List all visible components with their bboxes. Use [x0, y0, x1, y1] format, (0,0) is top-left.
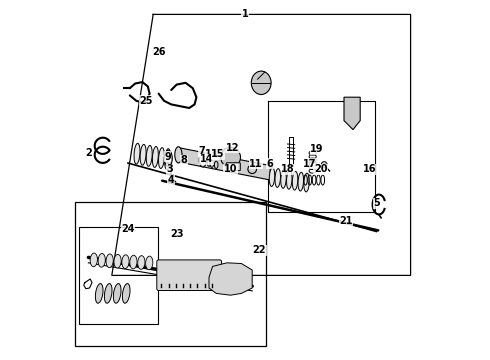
Text: 24: 24 — [121, 224, 135, 234]
Circle shape — [248, 165, 257, 174]
Ellipse shape — [114, 255, 121, 268]
Ellipse shape — [215, 161, 218, 168]
Text: 9: 9 — [164, 152, 171, 162]
Polygon shape — [209, 263, 252, 295]
Ellipse shape — [293, 171, 298, 190]
Text: 12: 12 — [226, 143, 239, 153]
Ellipse shape — [199, 153, 206, 167]
Ellipse shape — [147, 145, 152, 166]
Ellipse shape — [207, 159, 211, 166]
Ellipse shape — [146, 256, 153, 270]
Text: 19: 19 — [310, 144, 324, 154]
Ellipse shape — [251, 71, 271, 94]
Ellipse shape — [122, 255, 129, 269]
Text: 7: 7 — [198, 146, 205, 156]
Ellipse shape — [270, 168, 275, 186]
Text: 23: 23 — [170, 229, 183, 239]
Polygon shape — [178, 148, 270, 180]
Ellipse shape — [113, 284, 121, 303]
Ellipse shape — [304, 173, 309, 192]
Text: 25: 25 — [139, 96, 153, 106]
Ellipse shape — [210, 160, 214, 167]
Ellipse shape — [122, 284, 130, 303]
Ellipse shape — [164, 150, 172, 166]
Text: 21: 21 — [339, 216, 352, 226]
Bar — [75, 202, 266, 346]
Ellipse shape — [140, 144, 146, 165]
Text: 4: 4 — [168, 175, 174, 185]
Text: 26: 26 — [152, 47, 165, 57]
Text: 14: 14 — [200, 154, 213, 164]
Ellipse shape — [152, 147, 158, 167]
Text: 2: 2 — [85, 148, 92, 158]
Ellipse shape — [275, 169, 280, 187]
Text: 16: 16 — [363, 164, 376, 174]
Text: 10: 10 — [224, 164, 237, 174]
Text: 18: 18 — [281, 164, 295, 174]
FancyBboxPatch shape — [226, 163, 240, 171]
Text: 15: 15 — [211, 149, 225, 159]
Ellipse shape — [138, 256, 145, 269]
Ellipse shape — [106, 254, 113, 267]
Ellipse shape — [98, 253, 105, 267]
Text: 5: 5 — [373, 198, 380, 208]
Text: 6: 6 — [267, 159, 273, 169]
Ellipse shape — [134, 143, 140, 164]
Ellipse shape — [130, 255, 137, 269]
Text: 20: 20 — [314, 164, 327, 174]
Polygon shape — [344, 97, 360, 130]
Ellipse shape — [96, 284, 103, 303]
Text: 17: 17 — [303, 159, 317, 169]
Ellipse shape — [298, 172, 303, 191]
Ellipse shape — [287, 171, 292, 189]
Ellipse shape — [175, 147, 182, 163]
Circle shape — [321, 162, 327, 167]
Text: 8: 8 — [180, 155, 187, 165]
Text: 22: 22 — [253, 245, 266, 255]
Text: 13: 13 — [205, 149, 219, 159]
Ellipse shape — [90, 253, 98, 267]
Ellipse shape — [281, 170, 286, 188]
Ellipse shape — [220, 148, 241, 167]
Ellipse shape — [159, 148, 165, 168]
Ellipse shape — [104, 284, 112, 303]
Ellipse shape — [165, 149, 171, 170]
Text: 11: 11 — [249, 159, 263, 169]
FancyBboxPatch shape — [157, 260, 221, 291]
Bar — [79, 227, 158, 324]
Text: 3: 3 — [166, 164, 173, 174]
Text: 1: 1 — [242, 9, 248, 19]
